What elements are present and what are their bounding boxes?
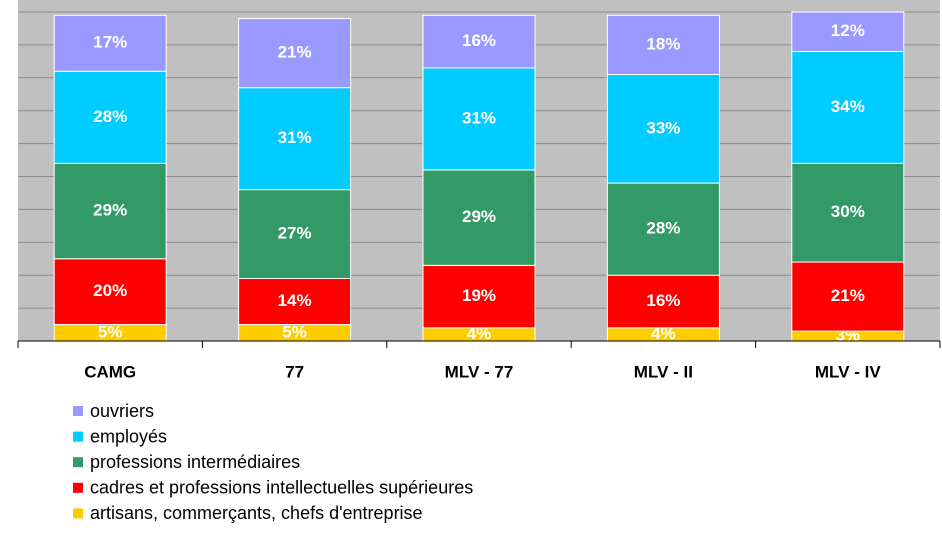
bar-segment — [53, 70, 167, 164]
value-label: 33% — [646, 118, 680, 137]
value-label: 4% — [467, 324, 492, 343]
value-label: 20% — [93, 281, 127, 300]
bar-segment — [791, 162, 905, 263]
bar-segment — [238, 277, 352, 326]
value-label: 18% — [646, 34, 680, 53]
legend-swatch — [73, 508, 83, 519]
bar-segment — [606, 14, 720, 76]
value-label: 21% — [831, 286, 865, 305]
value-label: 4% — [651, 324, 676, 343]
x-tick-label: MLV - IV — [815, 362, 881, 381]
value-label: 14% — [278, 291, 312, 310]
legend-label: ouvriers — [90, 401, 154, 421]
bar-segment — [791, 11, 905, 52]
bar-segment — [53, 14, 167, 72]
value-label: 31% — [278, 128, 312, 147]
bar-segment — [422, 67, 536, 171]
bar-segment — [606, 182, 720, 276]
value-label: 17% — [93, 33, 127, 52]
value-label: 30% — [831, 202, 865, 221]
legend-swatch — [73, 431, 83, 442]
bar-segment — [238, 189, 352, 279]
value-label: 19% — [462, 286, 496, 305]
x-tick-label: MLV - 77 — [445, 362, 514, 381]
bar-segment — [422, 169, 536, 266]
value-label: 28% — [646, 219, 680, 238]
value-label: 31% — [462, 108, 496, 127]
value-label: 27% — [278, 224, 312, 243]
legend-swatch — [73, 406, 83, 416]
bar-segment — [791, 50, 905, 164]
value-label: 28% — [93, 107, 127, 126]
value-label: 5% — [282, 322, 307, 341]
value-label: 12% — [831, 21, 865, 40]
legend-label: employés — [90, 426, 167, 446]
bar-segment — [606, 74, 720, 184]
legend-swatch — [73, 482, 83, 493]
value-label: 21% — [278, 43, 312, 62]
legend-label: professions intermédiaires — [90, 452, 300, 472]
value-label: 5% — [98, 322, 123, 341]
legend-label: cadres et professions intellectuelles su… — [90, 478, 473, 498]
bar-segment — [53, 162, 167, 260]
legend-swatch — [73, 457, 83, 468]
value-label: 34% — [831, 97, 865, 116]
bar-segment — [606, 274, 720, 329]
bar-segment — [53, 258, 167, 326]
value-label: 29% — [93, 201, 127, 220]
value-label: 16% — [462, 31, 496, 50]
bar-segment — [238, 18, 352, 89]
x-tick-label: MLV - II — [634, 362, 693, 381]
x-tick-label: 77 — [285, 362, 304, 381]
bar-segment — [238, 87, 352, 191]
value-label: 29% — [462, 207, 496, 226]
bar-segment — [422, 264, 536, 329]
value-label: 16% — [646, 291, 680, 310]
legend-label: artisans, commerçants, chefs d'entrepris… — [90, 503, 423, 523]
bar-segment — [791, 261, 905, 332]
x-tick-label: CAMG — [84, 362, 136, 381]
bar-segment — [422, 14, 536, 69]
